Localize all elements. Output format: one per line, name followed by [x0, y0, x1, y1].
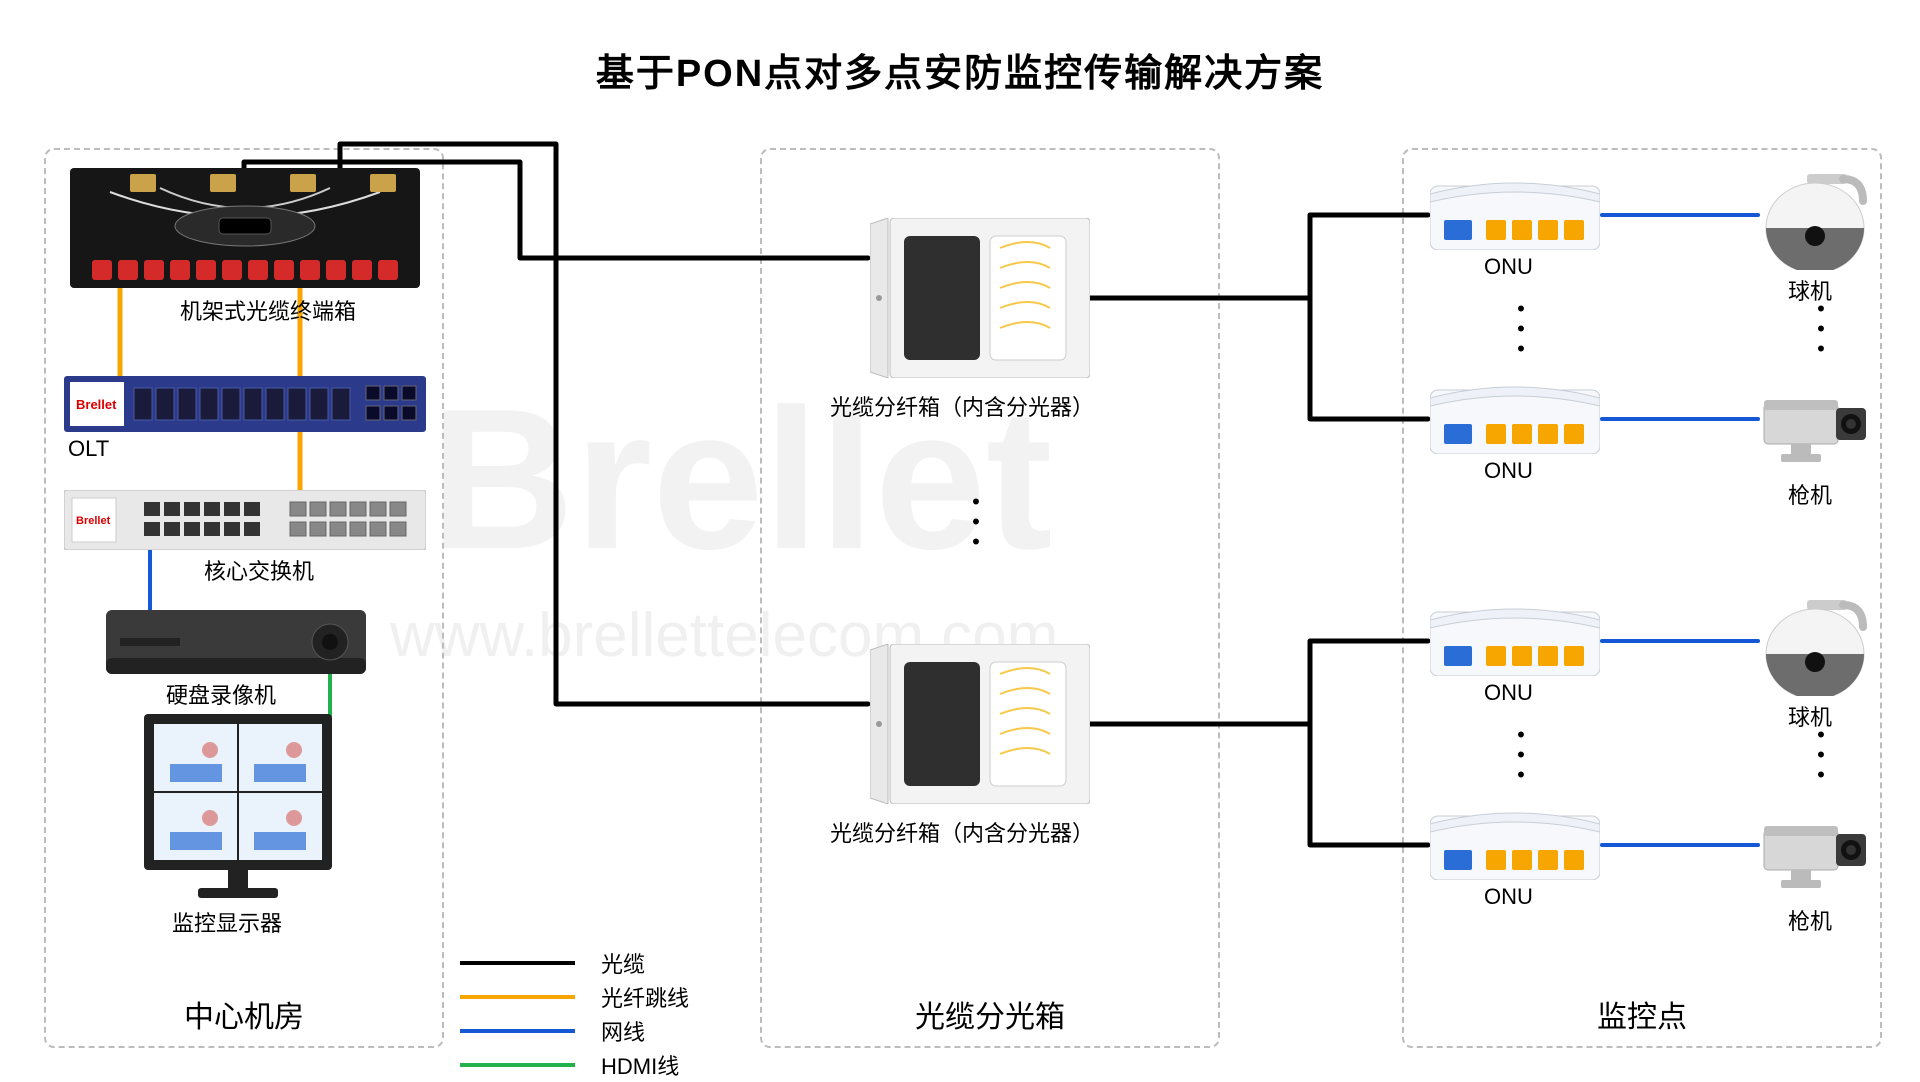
- legend-label-fiber: 光缆: [601, 947, 645, 979]
- device-box-camera: [1760, 374, 1870, 474]
- svg-text:Brellet: Brellet: [76, 397, 117, 412]
- zone-center-title: 中心机房: [46, 992, 442, 1036]
- label-onu: ONU: [1484, 254, 1533, 280]
- vertical-dots-onu: •••: [1511, 720, 1531, 790]
- device-dome-camera: [1760, 596, 1870, 696]
- label-patch-panel: 机架式光缆终端箱: [180, 294, 356, 326]
- diagram-title: 基于PON点对多点安防监控传输解决方案: [0, 42, 1920, 97]
- legend-label-patch: 光纤跳线: [601, 981, 689, 1013]
- legend-swatch-patch: [460, 995, 575, 999]
- device-olt: Brellet: [64, 376, 426, 432]
- device-box-camera: [1760, 800, 1870, 900]
- label-splitter-2: 光缆分纤箱（内含分光器）: [830, 816, 1094, 848]
- device-onu: [1430, 180, 1600, 250]
- label-display: 监控显示器: [172, 906, 282, 938]
- zone-monitor-title: 监控点: [1404, 992, 1880, 1036]
- vertical-dots-onu: •••: [1511, 294, 1531, 364]
- device-nvr: [106, 610, 366, 674]
- svg-text:Brellet: Brellet: [76, 515, 111, 527]
- vertical-dots-camera: •••: [1811, 294, 1831, 364]
- legend-swatch-hdmi: [460, 1063, 575, 1067]
- device-patch-panel: [70, 168, 420, 288]
- vertical-dots-camera: •••: [1811, 720, 1831, 790]
- vertical-dots-splitter: •••: [966, 487, 986, 557]
- legend-label-hdmi: HDMI线: [601, 1049, 679, 1081]
- label-olt: OLT: [68, 436, 109, 462]
- legend: 光缆 光纤跳线 网线 HDMI线: [460, 946, 689, 1082]
- legend-row: 光缆: [460, 946, 689, 980]
- legend-swatch-eth: [460, 1029, 575, 1033]
- label-camera: 枪机: [1788, 478, 1832, 510]
- label-onu: ONU: [1484, 458, 1533, 484]
- device-splitter-box-1: [870, 218, 1070, 378]
- device-onu: [1430, 810, 1600, 880]
- legend-row: 网线: [460, 1014, 689, 1048]
- device-monitor-display: [140, 710, 336, 906]
- zone-splitter-title: 光缆分光箱: [762, 992, 1218, 1036]
- device-dome-camera: [1760, 170, 1870, 270]
- device-splitter-box-2: [870, 644, 1070, 804]
- label-core-switch: 核心交换机: [204, 554, 314, 586]
- device-onu: [1430, 606, 1600, 676]
- legend-row: HDMI线: [460, 1048, 689, 1082]
- label-splitter-1: 光缆分纤箱（内含分光器）: [830, 390, 1094, 422]
- legend-swatch-fiber: [460, 961, 575, 965]
- label-onu: ONU: [1484, 680, 1533, 706]
- legend-row: 光纤跳线: [460, 980, 689, 1014]
- label-camera: 枪机: [1788, 904, 1832, 936]
- legend-label-eth: 网线: [601, 1015, 645, 1047]
- device-onu: [1430, 384, 1600, 454]
- device-core-switch: Brellet: [64, 490, 426, 550]
- label-onu: ONU: [1484, 884, 1533, 910]
- label-nvr: 硬盘录像机: [166, 678, 276, 710]
